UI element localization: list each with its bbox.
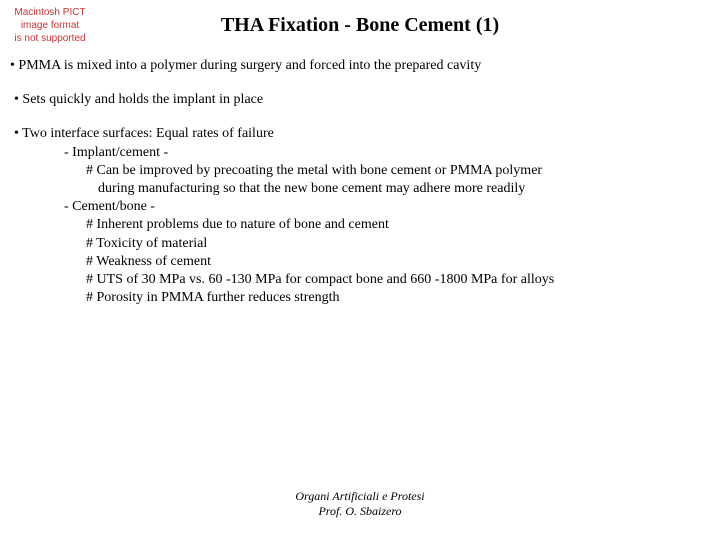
sub-sub-bullet: # Toxicity of material	[10, 235, 710, 253]
slide-content: • PMMA is mixed into a polymer during su…	[0, 57, 720, 307]
sub-sub-bullet: # Can be improved by precoating the meta…	[10, 162, 710, 180]
bullet-item: • PMMA is mixed into a polymer during su…	[10, 57, 710, 75]
sub-bullet: - Implant/cement -	[10, 144, 710, 162]
sub-sub-bullet: # Porosity in PMMA further reduces stren…	[10, 289, 710, 307]
bullet-item: • Two interface surfaces: Equal rates of…	[10, 125, 710, 143]
sub-sub-bullet: # Weakness of cement	[10, 253, 710, 271]
footer-line: Organi Artificiali e Protesi	[0, 489, 720, 503]
sub-sub-bullet-cont: during manufacturing so that the new bon…	[10, 180, 710, 198]
slide-title: THA Fixation - Bone Cement (1)	[0, 0, 720, 37]
slide-footer: Organi Artificiali e Protesi Prof. O. Sb…	[0, 489, 720, 518]
pict-line: image format	[10, 19, 90, 32]
pict-line: is not supported	[10, 32, 90, 45]
sub-sub-bullet: # Inherent problems due to nature of bon…	[10, 216, 710, 234]
footer-line: Prof. O. Sbaizero	[0, 504, 720, 518]
pict-notice: Macintosh PICT image format is not suppo…	[10, 6, 90, 45]
sub-bullet: - Cement/bone -	[10, 198, 710, 216]
bullet-item: • Sets quickly and holds the implant in …	[10, 91, 710, 109]
pict-line: Macintosh PICT	[10, 6, 90, 19]
sub-sub-bullet: # UTS of 30 MPa vs. 60 -130 MPa for comp…	[10, 271, 710, 289]
